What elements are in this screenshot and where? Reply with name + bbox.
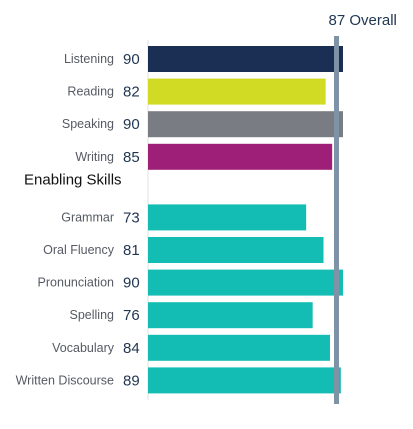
bar-pronunciation xyxy=(148,269,343,296)
bar-row-writing: Writing 85 xyxy=(75,143,333,170)
overall-marker-line xyxy=(334,36,339,404)
bar-label-writing: Writing xyxy=(75,150,114,164)
bar-written-discourse xyxy=(148,367,341,394)
bar-row-written-discourse: Written Discourse 89 xyxy=(16,367,341,394)
bar-row-reading: Reading 82 xyxy=(67,78,326,105)
bar-label-speaking: Speaking xyxy=(62,117,114,131)
bar-value-spelling: 76 xyxy=(123,307,140,324)
bar-label-oral-fluency: Oral Fluency xyxy=(43,243,115,257)
chart-rows: Listening 90 Reading 82 Speaking 90 Writing 85 G… xyxy=(16,46,343,394)
bar-label-spelling: Spelling xyxy=(70,308,115,322)
bar-value-speaking: 90 xyxy=(123,116,140,133)
bar-row-spelling: Spelling 76 xyxy=(70,302,313,329)
bar-label-written-discourse: Written Discourse xyxy=(16,373,114,387)
bar-value-reading: 82 xyxy=(123,84,140,101)
overall-value: 87 xyxy=(329,12,346,29)
bar-value-grammar: 73 xyxy=(123,209,140,226)
bar-value-oral-fluency: 81 xyxy=(123,242,140,259)
chart-group-headers: Enabling Skills xyxy=(24,171,122,188)
bar-row-speaking: Speaking 90 xyxy=(62,111,343,138)
bar-label-pronunciation: Pronunciation xyxy=(38,276,114,290)
bar-spelling xyxy=(148,302,313,329)
bar-row-oral-fluency: Oral Fluency 81 xyxy=(43,237,324,263)
bar-value-pronunciation: 90 xyxy=(123,275,140,292)
bar-value-writing: 85 xyxy=(123,149,140,166)
bar-label-grammar: Grammar xyxy=(61,210,114,224)
bar-value-listening: 90 xyxy=(123,51,140,68)
bar-grammar xyxy=(148,204,307,231)
bar-label-listening: Listening xyxy=(64,52,114,66)
overall-label: 87 Overall xyxy=(329,12,397,29)
bar-row-pronunciation: Pronunciation 90 xyxy=(38,269,343,296)
bar-listening xyxy=(148,46,343,72)
bar-row-listening: Listening 90 xyxy=(64,46,343,72)
bar-speaking xyxy=(148,111,343,138)
bar-vocabulary xyxy=(148,334,330,361)
group-header-enabling-skills: Enabling Skills xyxy=(24,171,122,188)
bar-reading xyxy=(148,78,326,105)
bar-value-vocabulary: 84 xyxy=(123,340,140,357)
bar-label-vocabulary: Vocabulary xyxy=(52,341,115,355)
bar-row-grammar: Grammar 73 xyxy=(61,204,307,231)
overall-text-label: Overall xyxy=(345,12,397,29)
bar-label-reading: Reading xyxy=(67,85,114,99)
bar-value-written-discourse: 89 xyxy=(123,372,140,389)
bar-row-vocabulary: Vocabulary 84 xyxy=(52,334,330,361)
bar-writing xyxy=(148,143,333,170)
bar-oral-fluency xyxy=(148,237,324,263)
